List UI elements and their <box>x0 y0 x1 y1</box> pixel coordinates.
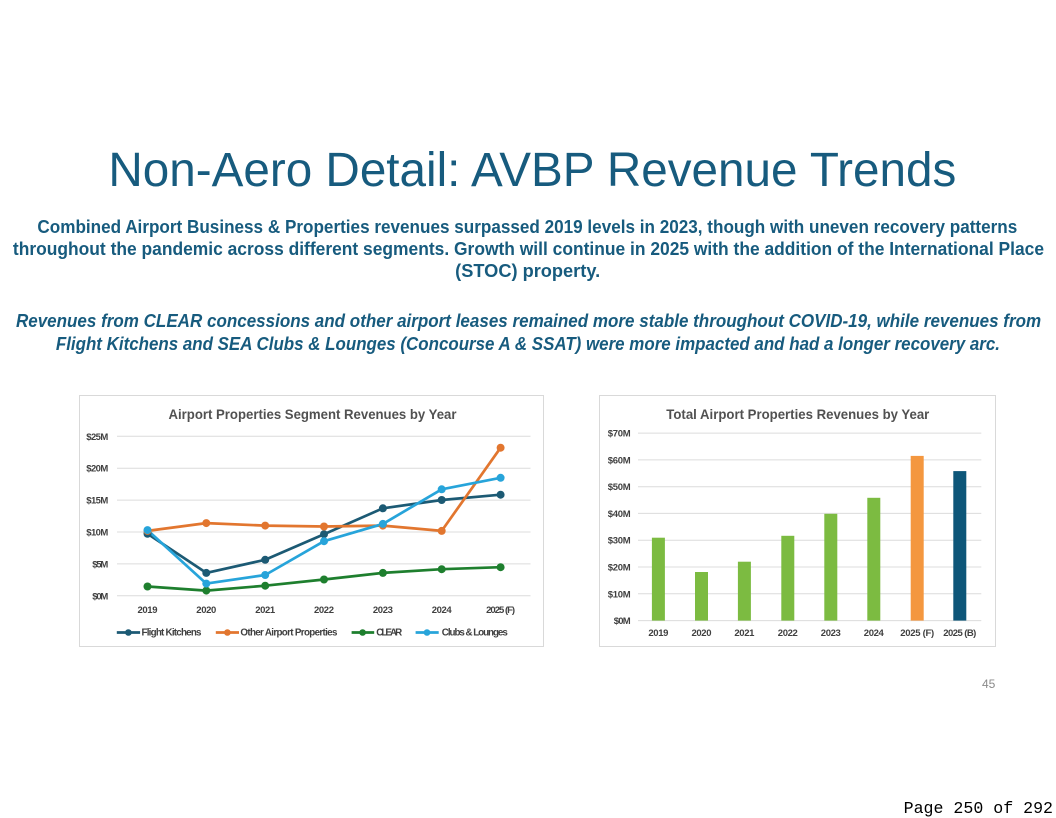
svg-text:2019: 2019 <box>138 605 158 616</box>
svg-text:2024: 2024 <box>864 628 885 639</box>
svg-text:2022: 2022 <box>314 605 334 616</box>
svg-text:$70M: $70M <box>608 429 631 440</box>
svg-text:$15M: $15M <box>86 496 108 507</box>
svg-text:2022: 2022 <box>778 628 798 639</box>
svg-text:2024: 2024 <box>432 605 453 616</box>
svg-text:Airport Properties Segment Rev: Airport Properties Segment Revenues by Y… <box>169 406 458 422</box>
svg-text:$10M: $10M <box>608 589 631 600</box>
svg-text:$0M: $0M <box>92 591 108 602</box>
svg-text:Total Airport Properties Reven: Total Airport Properties Revenues by Yea… <box>666 406 930 422</box>
svg-text:2021: 2021 <box>734 628 755 639</box>
svg-text:2020: 2020 <box>692 628 712 639</box>
svg-text:2025 (B): 2025 (B) <box>943 628 976 639</box>
svg-text:$10M: $10M <box>86 528 108 539</box>
svg-text:$60M: $60M <box>608 455 631 466</box>
svg-text:$20M: $20M <box>86 464 108 475</box>
svg-text:2023: 2023 <box>373 605 393 616</box>
svg-text:$0M: $0M <box>614 616 631 627</box>
svg-text:$40M: $40M <box>608 509 631 520</box>
svg-text:$20M: $20M <box>608 563 631 574</box>
svg-text:2021: 2021 <box>255 605 276 616</box>
svg-text:$30M: $30M <box>608 536 631 547</box>
svg-text:2023: 2023 <box>821 628 841 639</box>
svg-text:2025 (F): 2025 (F) <box>486 605 515 616</box>
svg-text:$25M: $25M <box>86 432 108 443</box>
svg-text:Flight Kitchens: Flight Kitchens <box>142 628 203 639</box>
svg-text:2019: 2019 <box>648 628 668 639</box>
svg-text:Clubs & Lounges: Clubs & Lounges <box>442 628 509 639</box>
svg-text:2020: 2020 <box>196 605 216 616</box>
svg-text:$50M: $50M <box>608 482 631 493</box>
svg-text:CLEAR: CLEAR <box>376 628 402 639</box>
svg-text:$5M: $5M <box>92 559 108 570</box>
svg-text:Other Airport Properties: Other Airport Properties <box>240 628 338 639</box>
svg-text:2025 (F): 2025 (F) <box>900 628 934 639</box>
